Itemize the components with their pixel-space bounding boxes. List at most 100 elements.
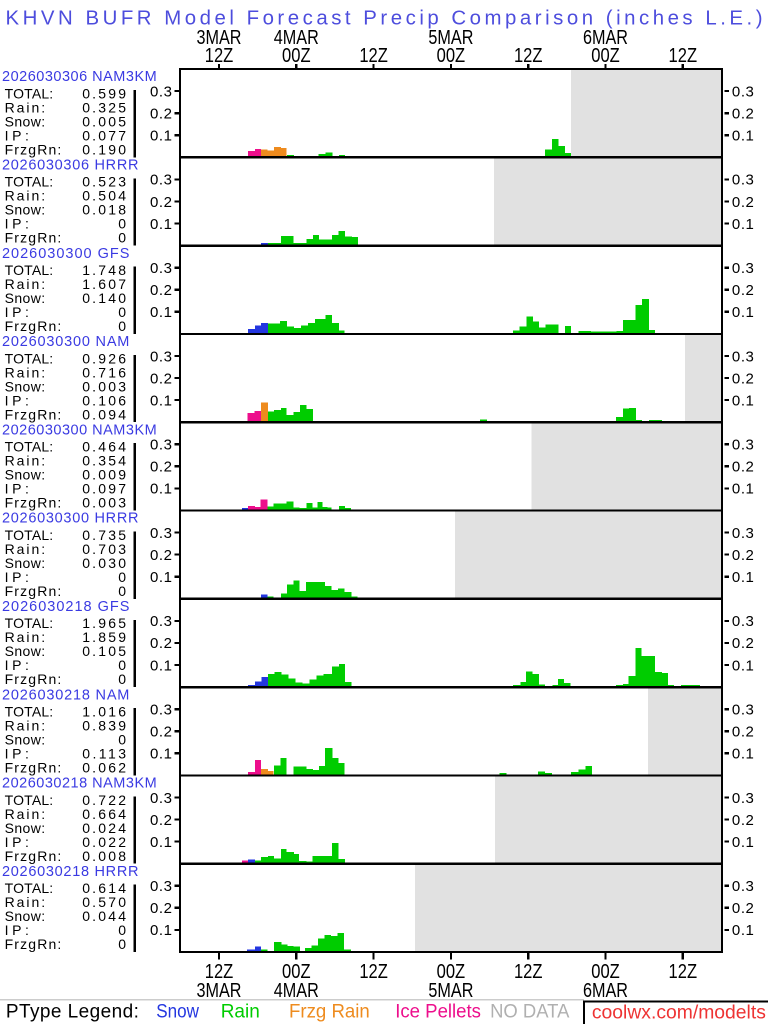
svg-text:0.3: 0.3 <box>732 702 754 719</box>
svg-text:TOTAL:: TOTAL: <box>5 615 54 631</box>
svg-text:TOTAL:: TOTAL: <box>5 174 54 190</box>
svg-text:0.1: 0.1 <box>732 481 754 498</box>
svg-text:TOTAL:: TOTAL: <box>5 350 54 366</box>
svg-text:0.3: 0.3 <box>732 83 754 100</box>
svg-text:00Z: 00Z <box>591 45 620 67</box>
svg-text:0.2: 0.2 <box>732 900 754 917</box>
svg-text:3MAR: 3MAR <box>197 27 242 49</box>
svg-text:TOTAL:: TOTAL: <box>5 880 54 896</box>
svg-text:FrzgRn:: FrzgRn: <box>5 583 62 599</box>
svg-text:Snow:: Snow: <box>5 732 46 748</box>
svg-text:0: 0 <box>118 569 126 585</box>
svg-text:0.106: 0.106 <box>82 392 126 408</box>
svg-text:KHVN BUFR Model Forecast Preci: KHVN BUFR Model Forecast Precip Comparis… <box>6 7 763 29</box>
svg-text:0.009: 0.009 <box>82 467 126 483</box>
svg-text:0.003: 0.003 <box>82 378 126 394</box>
svg-text:0.2: 0.2 <box>732 282 754 299</box>
svg-text:0.3: 0.3 <box>732 525 754 542</box>
svg-text:0.3: 0.3 <box>150 525 172 542</box>
svg-text:FrzgRn:: FrzgRn: <box>5 936 62 952</box>
svg-text:2026030300 HRRR: 2026030300 HRRR <box>2 511 139 527</box>
svg-text:0.464: 0.464 <box>82 439 126 455</box>
svg-text:0.190: 0.190 <box>82 141 126 157</box>
svg-text:0.077: 0.077 <box>82 127 126 143</box>
svg-text:0.022: 0.022 <box>82 834 126 850</box>
svg-text:00Z: 00Z <box>437 45 466 67</box>
svg-text:0.3: 0.3 <box>150 83 172 100</box>
svg-text:TOTAL:: TOTAL: <box>5 85 54 101</box>
svg-text:TOTAL:: TOTAL: <box>5 262 54 278</box>
svg-text:FrzgRn:: FrzgRn: <box>5 671 62 687</box>
svg-text:0.1: 0.1 <box>732 128 754 145</box>
svg-text:FrzgRn:: FrzgRn: <box>5 230 62 246</box>
svg-text:0.3: 0.3 <box>732 613 754 630</box>
svg-text:Snow:: Snow: <box>5 378 46 394</box>
svg-text:0.722: 0.722 <box>82 792 126 808</box>
svg-text:0.1: 0.1 <box>150 128 172 145</box>
svg-text:5MAR: 5MAR <box>428 27 473 49</box>
svg-text:12Z: 12Z <box>669 45 698 67</box>
svg-text:0.664: 0.664 <box>82 806 126 822</box>
svg-text:0.504: 0.504 <box>82 188 126 204</box>
svg-text:0.570: 0.570 <box>82 894 126 910</box>
svg-text:12Z: 12Z <box>514 961 543 983</box>
svg-text:0.008: 0.008 <box>82 848 126 864</box>
svg-text:0.3: 0.3 <box>732 790 754 807</box>
svg-text:0.2: 0.2 <box>732 547 754 564</box>
svg-text:TOTAL:: TOTAL: <box>5 704 54 720</box>
svg-text:NO DATA: NO DATA <box>490 1002 570 1023</box>
svg-text:0.2: 0.2 <box>150 459 172 476</box>
svg-text:00Z: 00Z <box>282 961 311 983</box>
svg-text:0.3: 0.3 <box>150 613 172 630</box>
svg-text:0.2: 0.2 <box>732 812 754 829</box>
svg-text:0.105: 0.105 <box>82 643 126 659</box>
svg-text:0: 0 <box>118 318 126 334</box>
svg-text:TOTAL:: TOTAL: <box>5 527 54 543</box>
svg-text:12Z: 12Z <box>205 45 234 67</box>
svg-text:0.1: 0.1 <box>732 657 754 674</box>
svg-text:0.2: 0.2 <box>732 106 754 123</box>
svg-text:0.325: 0.325 <box>82 99 126 115</box>
svg-text:Snow:: Snow: <box>5 643 46 659</box>
svg-text:0.3: 0.3 <box>732 437 754 454</box>
svg-text:0.3: 0.3 <box>150 790 172 807</box>
svg-text:0.113: 0.113 <box>82 746 126 762</box>
svg-text:00Z: 00Z <box>282 45 311 67</box>
svg-text:2026030300 NAM3KM: 2026030300 NAM3KM <box>2 422 157 438</box>
svg-text:0.1: 0.1 <box>732 746 754 763</box>
svg-text:0: 0 <box>118 657 126 673</box>
svg-text:0.3: 0.3 <box>150 878 172 895</box>
svg-text:FrzgRn:: FrzgRn: <box>5 495 62 511</box>
svg-text:0.614: 0.614 <box>82 880 126 896</box>
svg-text:0.094: 0.094 <box>82 406 126 422</box>
svg-text:Ice Pellets: Ice Pellets <box>395 1002 481 1023</box>
svg-text:2026030218 HRRR: 2026030218 HRRR <box>2 864 139 880</box>
svg-text:1.748: 1.748 <box>82 262 126 278</box>
svg-text:0.1: 0.1 <box>150 481 172 498</box>
svg-text:0.003: 0.003 <box>82 495 126 511</box>
svg-text:0.2: 0.2 <box>150 724 172 741</box>
svg-text:0.1: 0.1 <box>150 657 172 674</box>
svg-text:0.926: 0.926 <box>82 350 126 366</box>
svg-text:6MAR: 6MAR <box>583 980 628 1002</box>
svg-text:FrzgRn:: FrzgRn: <box>5 141 62 157</box>
svg-text:2026030300 NAM: 2026030300 NAM <box>2 334 129 350</box>
svg-text:TOTAL:: TOTAL: <box>5 792 54 808</box>
svg-text:1.016: 1.016 <box>82 704 126 720</box>
svg-text:0.3: 0.3 <box>150 260 172 277</box>
svg-text:FrzgRn:: FrzgRn: <box>5 406 62 422</box>
svg-text:0.2: 0.2 <box>150 900 172 917</box>
svg-text:1.965: 1.965 <box>82 615 126 631</box>
svg-text:0.3: 0.3 <box>150 348 172 365</box>
svg-text:coolwx.com/modelts: coolwx.com/modelts <box>592 1003 766 1024</box>
svg-text:0.2: 0.2 <box>150 194 172 211</box>
svg-text:12Z: 12Z <box>514 45 543 67</box>
svg-text:Snow:: Snow: <box>5 555 46 571</box>
svg-text:0.024: 0.024 <box>82 820 126 836</box>
svg-text:0.3: 0.3 <box>732 878 754 895</box>
svg-text:0: 0 <box>118 583 126 599</box>
svg-text:0.1: 0.1 <box>150 392 172 409</box>
svg-text:TOTAL:: TOTAL: <box>5 439 54 455</box>
svg-text:0.1: 0.1 <box>150 216 172 233</box>
svg-text:0.018: 0.018 <box>82 202 126 218</box>
